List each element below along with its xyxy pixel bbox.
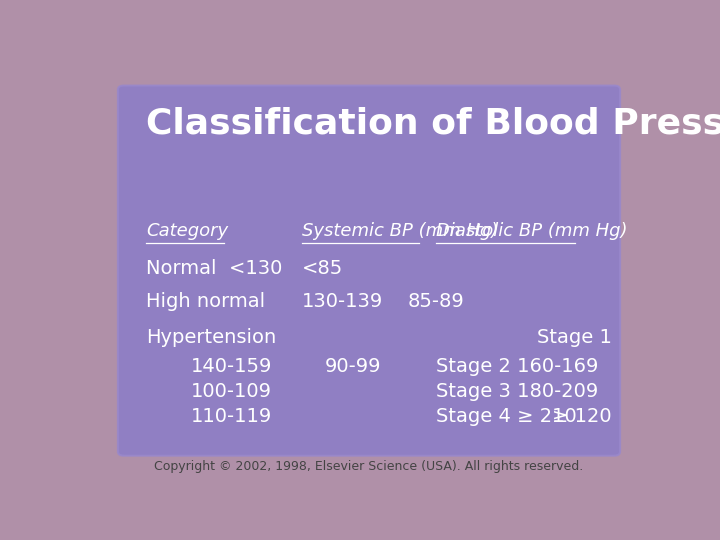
Text: Stage 1: Stage 1: [537, 328, 612, 347]
Text: Hypertension: Hypertension: [145, 328, 276, 347]
Text: High normal: High normal: [145, 292, 265, 311]
Text: 130-139: 130-139: [302, 292, 383, 311]
Text: Copyright © 2002, 1998, Elsevier Science (USA). All rights reserved.: Copyright © 2002, 1998, Elsevier Science…: [154, 460, 584, 472]
Text: 90-99: 90-99: [324, 357, 381, 376]
Text: Stage 3 180-209: Stage 3 180-209: [436, 382, 598, 401]
Text: 140-159: 140-159: [190, 357, 272, 376]
Text: 100-109: 100-109: [190, 382, 271, 401]
Text: ≥ 120: ≥ 120: [552, 407, 612, 426]
Text: Systemic BP (mm Hg): Systemic BP (mm Hg): [302, 222, 498, 240]
Text: 110-119: 110-119: [190, 407, 271, 426]
Text: Diastolic BP (mm Hg): Diastolic BP (mm Hg): [436, 222, 627, 240]
Text: Normal  <130: Normal <130: [145, 259, 282, 278]
Text: 85-89: 85-89: [408, 292, 465, 311]
Text: Category: Category: [145, 222, 228, 240]
Text: Stage 2 160-169: Stage 2 160-169: [436, 357, 598, 376]
FancyBboxPatch shape: [118, 85, 620, 456]
Text: <85: <85: [302, 259, 343, 278]
Text: Stage 4 ≥ 210: Stage 4 ≥ 210: [436, 407, 577, 426]
Text: Classification of Blood Pressure: Classification of Blood Pressure: [145, 106, 720, 140]
